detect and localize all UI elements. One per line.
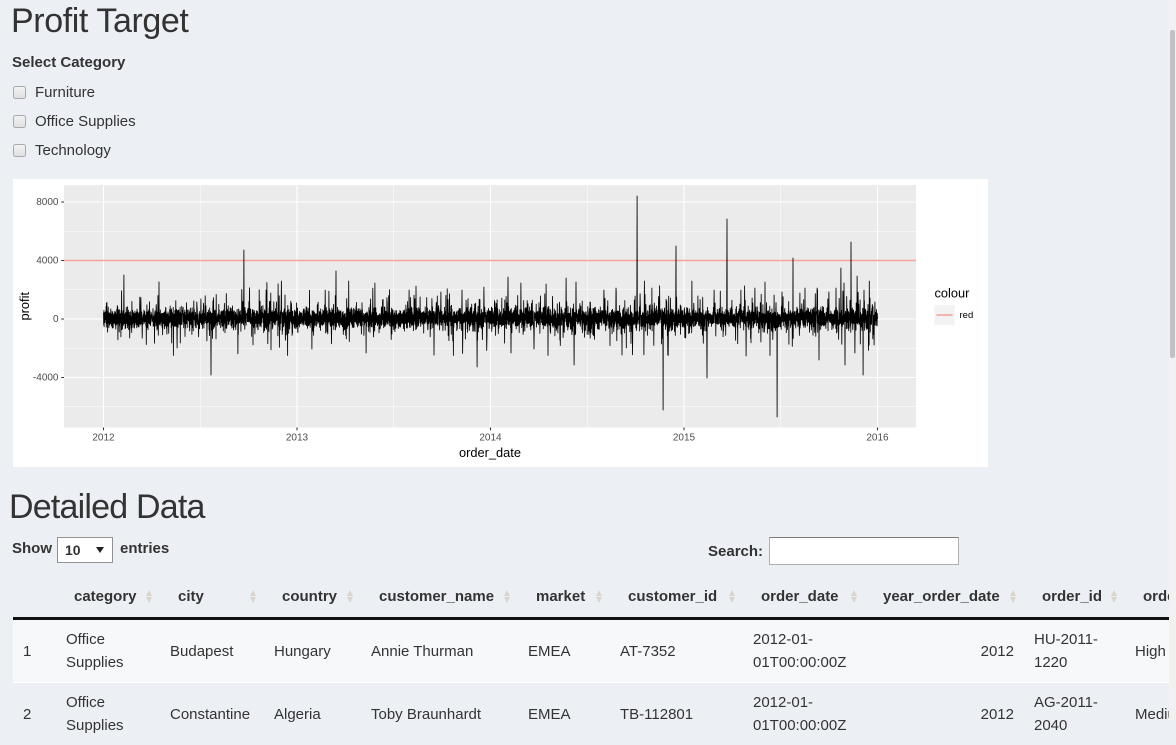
svg-text:order_date: order_date [459,445,521,460]
svg-text:profit: profit [17,292,32,321]
svg-text:-4000: -4000 [33,373,59,384]
svg-text:2015: 2015 [673,433,696,444]
svg-text:2014: 2014 [479,433,502,444]
svg-text:8000: 8000 [36,197,59,208]
svg-text:0: 0 [53,314,59,325]
svg-text:4000: 4000 [36,256,59,267]
svg-text:colour: colour [935,286,971,301]
svg-text:2016: 2016 [866,433,889,444]
svg-text:red: red [960,310,974,321]
svg-text:2012: 2012 [92,433,115,444]
svg-text:2013: 2013 [286,433,309,444]
